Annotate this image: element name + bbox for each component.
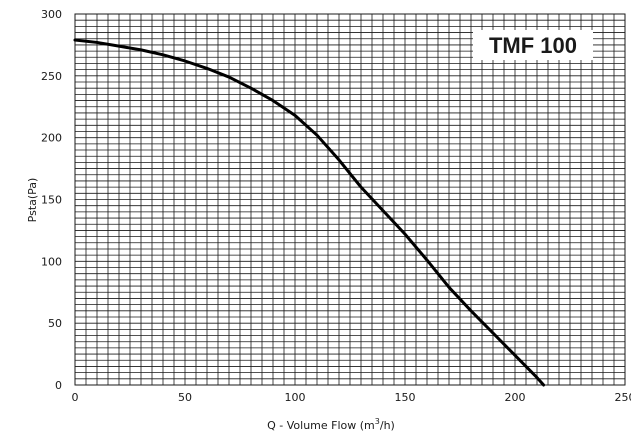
model-badge-background [473, 30, 593, 60]
y-tick-label: 300 [41, 8, 62, 21]
y-tick-label: 100 [41, 255, 62, 268]
x-tick-label: 150 [395, 391, 416, 404]
x-axis-label-prefix: Q - Volume Flow (m [267, 419, 375, 432]
y-tick-label: 250 [41, 70, 62, 83]
x-axis-label: Q - Volume Flow (m3/h) [267, 417, 395, 432]
y-tick-label: 0 [55, 379, 62, 392]
series-line [73, 38, 546, 387]
y-tick-label: 50 [48, 317, 62, 330]
x-tick-label: 250 [615, 391, 631, 404]
y-tick-label: 200 [41, 132, 62, 145]
y-axis-label: Psta(Pa) [26, 178, 39, 223]
x-axis-label-superscript: 3 [375, 417, 380, 426]
x-tick-label: 50 [178, 391, 192, 404]
x-axis-ticks: 0 50 100 150 200 250 [72, 391, 631, 404]
model-badge: TMF 100 [473, 30, 593, 60]
y-axis-ticks: 0 50 100 150 200 250 300 [41, 8, 62, 392]
x-tick-label: 0 [72, 391, 79, 404]
model-badge-text: TMF 100 [489, 33, 577, 58]
y-tick-label: 150 [41, 194, 62, 207]
x-tick-label: 200 [505, 391, 526, 404]
x-tick-label: 100 [285, 391, 306, 404]
grid [74, 13, 626, 386]
x-axis-label-suffix: /h) [380, 419, 395, 432]
plot-frame [74, 13, 626, 386]
